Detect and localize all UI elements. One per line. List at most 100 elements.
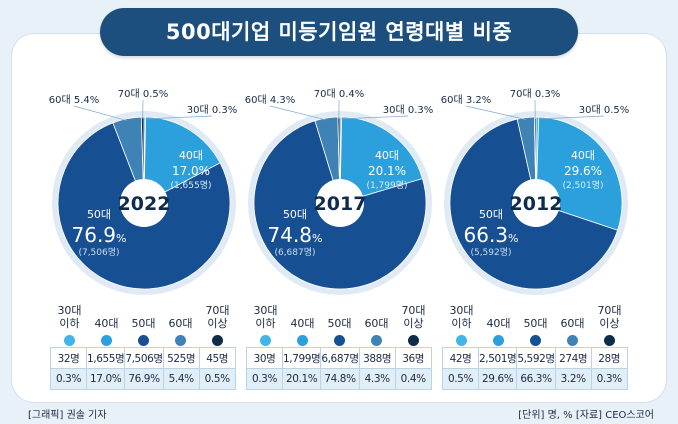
pie-slice-40대	[339, 116, 423, 204]
value-table-2012: 42명 2,501명 5,592명 274명 28명 0.5% 29.6% 66.3% 3.2%…	[442, 347, 628, 390]
percent-cell: 3.2%	[554, 368, 592, 390]
slice-40-value: 17.0%	[172, 164, 210, 178]
value-table-2022: 32명 1,655명 7,506명 525명 45명 0.3% 17.0% 76.9% 5.4%…	[50, 347, 236, 390]
legend-dot	[175, 335, 186, 346]
pie-center	[120, 179, 168, 227]
callout-70대: 70대 0.3%	[510, 88, 561, 100]
percent-cell: 0.3%	[590, 368, 628, 390]
legend-dot	[567, 335, 578, 346]
count-cell: 525명	[162, 347, 200, 369]
legend-label: 60대	[168, 317, 193, 330]
chart-title: 500대기업 미등기임원 연령대별 비중	[100, 8, 578, 56]
pie-year-label: 2022	[118, 193, 171, 215]
legend-label: 40대	[290, 317, 315, 330]
count-cell: 28명	[590, 347, 628, 369]
pie-2012: 2012 40대 29.6% (2,501명) 50대 66.3%(5,592명) 60대 …	[441, 88, 630, 295]
callout-line	[537, 115, 605, 120]
legend-item: 50대	[321, 300, 358, 346]
slice-40-name: 40대	[179, 149, 203, 162]
count-cell: 388명	[358, 347, 396, 369]
legend-label: 50대	[131, 317, 156, 330]
legend-dot	[64, 335, 75, 346]
slice-50-name: 50대	[87, 208, 111, 221]
percent-cell: 17.0%	[85, 368, 126, 390]
callout-60대: 60대 3.2%	[441, 94, 492, 106]
count-cell: 45명	[198, 347, 236, 369]
callout-70대: 70대 0.5%	[118, 88, 169, 100]
pie-2017: 2017 40대 20.1% (1,799명) 50대 74.8%(6,687명) 60대 …	[245, 88, 434, 295]
legend-dot	[260, 335, 271, 346]
legend-item: 30대 이하	[247, 300, 284, 346]
slice-40-name: 40대	[375, 149, 399, 162]
pie-slice-40대	[143, 116, 221, 204]
percent-cell: 0.3%	[50, 368, 87, 390]
percent-cell: 4.3%	[358, 368, 396, 390]
slice-50-name: 50대	[479, 208, 503, 221]
count-cell: 5,592명	[516, 347, 556, 369]
legend-item: 70대 이상	[199, 300, 236, 346]
percent-cell: 74.8%	[320, 368, 360, 390]
slice-40-count: (1,655명)	[170, 180, 211, 191]
slice-50-value: 74.8%	[268, 223, 323, 247]
legend-label: 50대	[327, 317, 352, 330]
percent-cell: 66.3%	[516, 368, 556, 390]
callout-line	[465, 105, 527, 120]
count-cell: 1,655명	[85, 347, 126, 369]
callout-line	[144, 115, 213, 120]
legend-item: 60대	[162, 300, 199, 346]
legend-item: 70대 이상	[591, 300, 628, 346]
legend-dot	[101, 335, 112, 346]
count-cell: 274명	[554, 347, 592, 369]
legend-label: 40대	[486, 317, 511, 330]
footer-source: [단위] 명, % [자료] CEO스코어	[518, 410, 654, 421]
count-cell: 2,501명	[477, 347, 518, 369]
count-cell: 42명	[442, 347, 479, 369]
legend-label: 30대 이하	[253, 304, 278, 330]
callout-60대: 60대 5.4%	[49, 94, 100, 106]
slice-40-value: 20.1%	[368, 164, 406, 178]
count-cell: 1,799명	[281, 347, 322, 369]
count-cell: 32명	[50, 347, 87, 369]
legend-label: 70대 이상	[401, 304, 426, 330]
count-cell: 30명	[246, 347, 283, 369]
legend-item: 40대	[284, 300, 321, 346]
legend-2022: 30대 이하 40대 50대 60대 70대 이상	[51, 300, 236, 346]
legend-item: 50대	[517, 300, 554, 346]
legend-label: 30대 이하	[57, 304, 82, 330]
percent-cell: 20.1%	[281, 368, 322, 390]
legend-label: 70대 이상	[597, 304, 622, 330]
legend-item: 60대	[554, 300, 591, 346]
callout-30대: 30대 0.3%	[383, 104, 434, 116]
legend-label: 70대 이상	[205, 304, 230, 330]
pie-2022: 2022 40대 17.0% (1,655명) 50대 76.9%(7,506명) 60대 …	[49, 88, 237, 295]
pie-center	[316, 179, 364, 227]
legend-dot	[297, 335, 308, 346]
callout-30대: 30대 0.5%	[579, 104, 630, 116]
legend-dot	[604, 335, 615, 346]
slice-50-count: (7,506명)	[78, 247, 119, 258]
legend-dot	[212, 335, 223, 346]
slice-40-name: 40대	[571, 149, 595, 162]
slice-50-count: (5,592명)	[470, 247, 511, 258]
legend-dot	[371, 335, 382, 346]
legend-label: 60대	[364, 317, 389, 330]
callout-line	[269, 105, 327, 121]
count-cell: 36명	[394, 347, 432, 369]
percent-cell: 0.5%	[442, 368, 479, 390]
pie-year-label: 2017	[314, 193, 367, 215]
percent-cell: 29.6%	[477, 368, 518, 390]
legend-item: 40대	[480, 300, 517, 346]
count-cell: 6,687명	[320, 347, 360, 369]
legend-item: 70대 이상	[395, 300, 432, 346]
legend-item: 30대 이하	[443, 300, 480, 346]
count-cell: 7,506명	[124, 347, 164, 369]
slice-50-name: 50대	[283, 208, 307, 221]
legend-label: 40대	[94, 317, 119, 330]
pie-center	[512, 179, 560, 227]
legend-label: 30대 이하	[449, 304, 474, 330]
legend-dot	[334, 335, 345, 346]
legend-label: 50대	[523, 317, 548, 330]
callout-line	[340, 115, 409, 120]
legend-label: 60대	[560, 317, 585, 330]
